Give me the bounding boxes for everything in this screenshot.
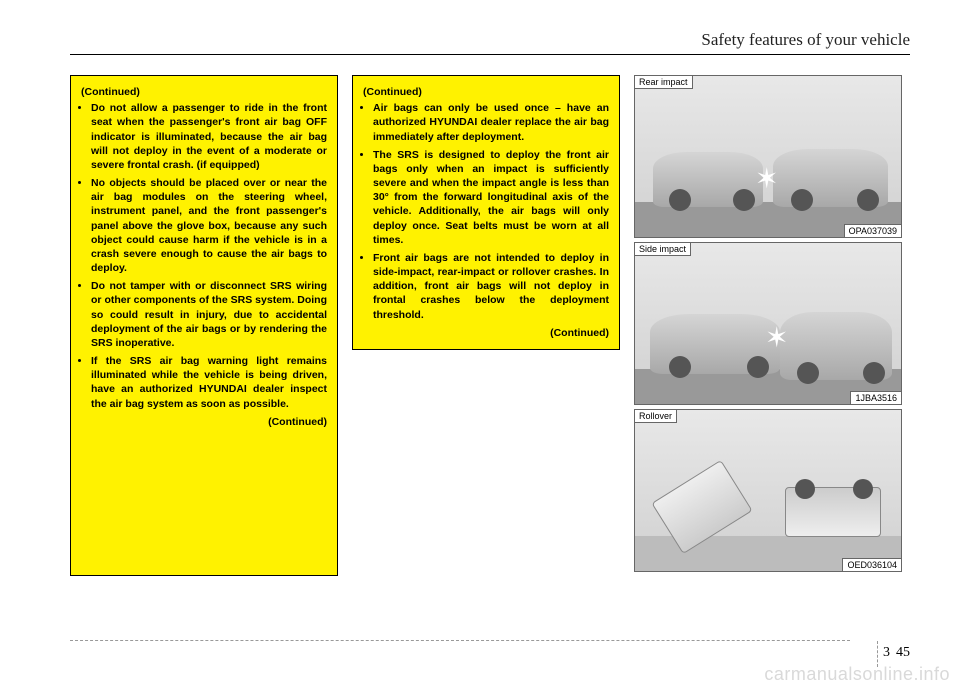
content-columns: (Continued) Do not allow a passenger to … [70,75,910,576]
warning-box-left: (Continued) Do not allow a passenger to … [70,75,338,576]
wheel-graphic [863,362,885,384]
warning-list-left: Do not allow a passenger to ride in the … [81,101,327,411]
figure-caption: Side impact [635,243,691,256]
warning-item: Do not allow a passenger to ride in the … [91,101,327,172]
warning-item: No objects should be placed over or near… [91,176,327,275]
figure-code: OED036104 [842,558,901,571]
continued-label: (Continued) [81,85,327,99]
warning-item: Front air bags are not intended to deplo… [373,251,609,322]
watermark: carmanualsonline.info [764,664,950,685]
wheel-graphic [733,189,755,211]
impact-star-icon: ✶ [765,321,788,354]
figure-code: OPA037039 [844,224,901,237]
wheel-graphic [791,189,813,211]
warning-item: Air bags can only be used once – have an… [373,101,609,144]
wheel-graphic [747,356,769,378]
illustration-column: ✶ Rear impact OPA037039 ✶ Side impact 1J… [634,75,902,576]
footer-dashline [70,640,850,641]
warning-box-middle: (Continued) Air bags can only be used on… [352,75,620,350]
wheel-graphic [795,479,815,499]
wheel-graphic [857,189,879,211]
wheel-graphic [669,356,691,378]
page-number-value: 45 [896,645,910,660]
warning-list-middle: Air bags can only be used once – have an… [363,101,609,322]
wheel-graphic [669,189,691,211]
figure-rear-impact: ✶ Rear impact OPA037039 [634,75,902,238]
warning-item: Do not tamper with or disconnect SRS wir… [91,279,327,350]
continued-label: (Continued) [363,85,609,99]
continued-label: (Continued) [81,415,327,429]
figure-caption: Rollover [635,410,677,423]
page-number: 3 45 [883,645,910,661]
figure-rollover: Rollover OED036104 [634,409,902,572]
continued-label: (Continued) [363,326,609,340]
wheel-graphic [853,479,873,499]
chapter-number: 3 [883,645,890,660]
figure-side-impact: ✶ Side impact 1JBA3516 [634,242,902,405]
page: Safety features of your vehicle (Continu… [0,0,960,689]
figure-caption: Rear impact [635,76,693,89]
section-header: Safety features of your vehicle [70,30,910,54]
warning-item: The SRS is designed to deploy the front … [373,148,609,247]
warning-item: If the SRS air bag warning light remains… [91,354,327,411]
header-rule [70,54,910,55]
impact-star-icon: ✶ [755,162,778,195]
figure-code: 1JBA3516 [850,391,901,404]
wheel-graphic [797,362,819,384]
